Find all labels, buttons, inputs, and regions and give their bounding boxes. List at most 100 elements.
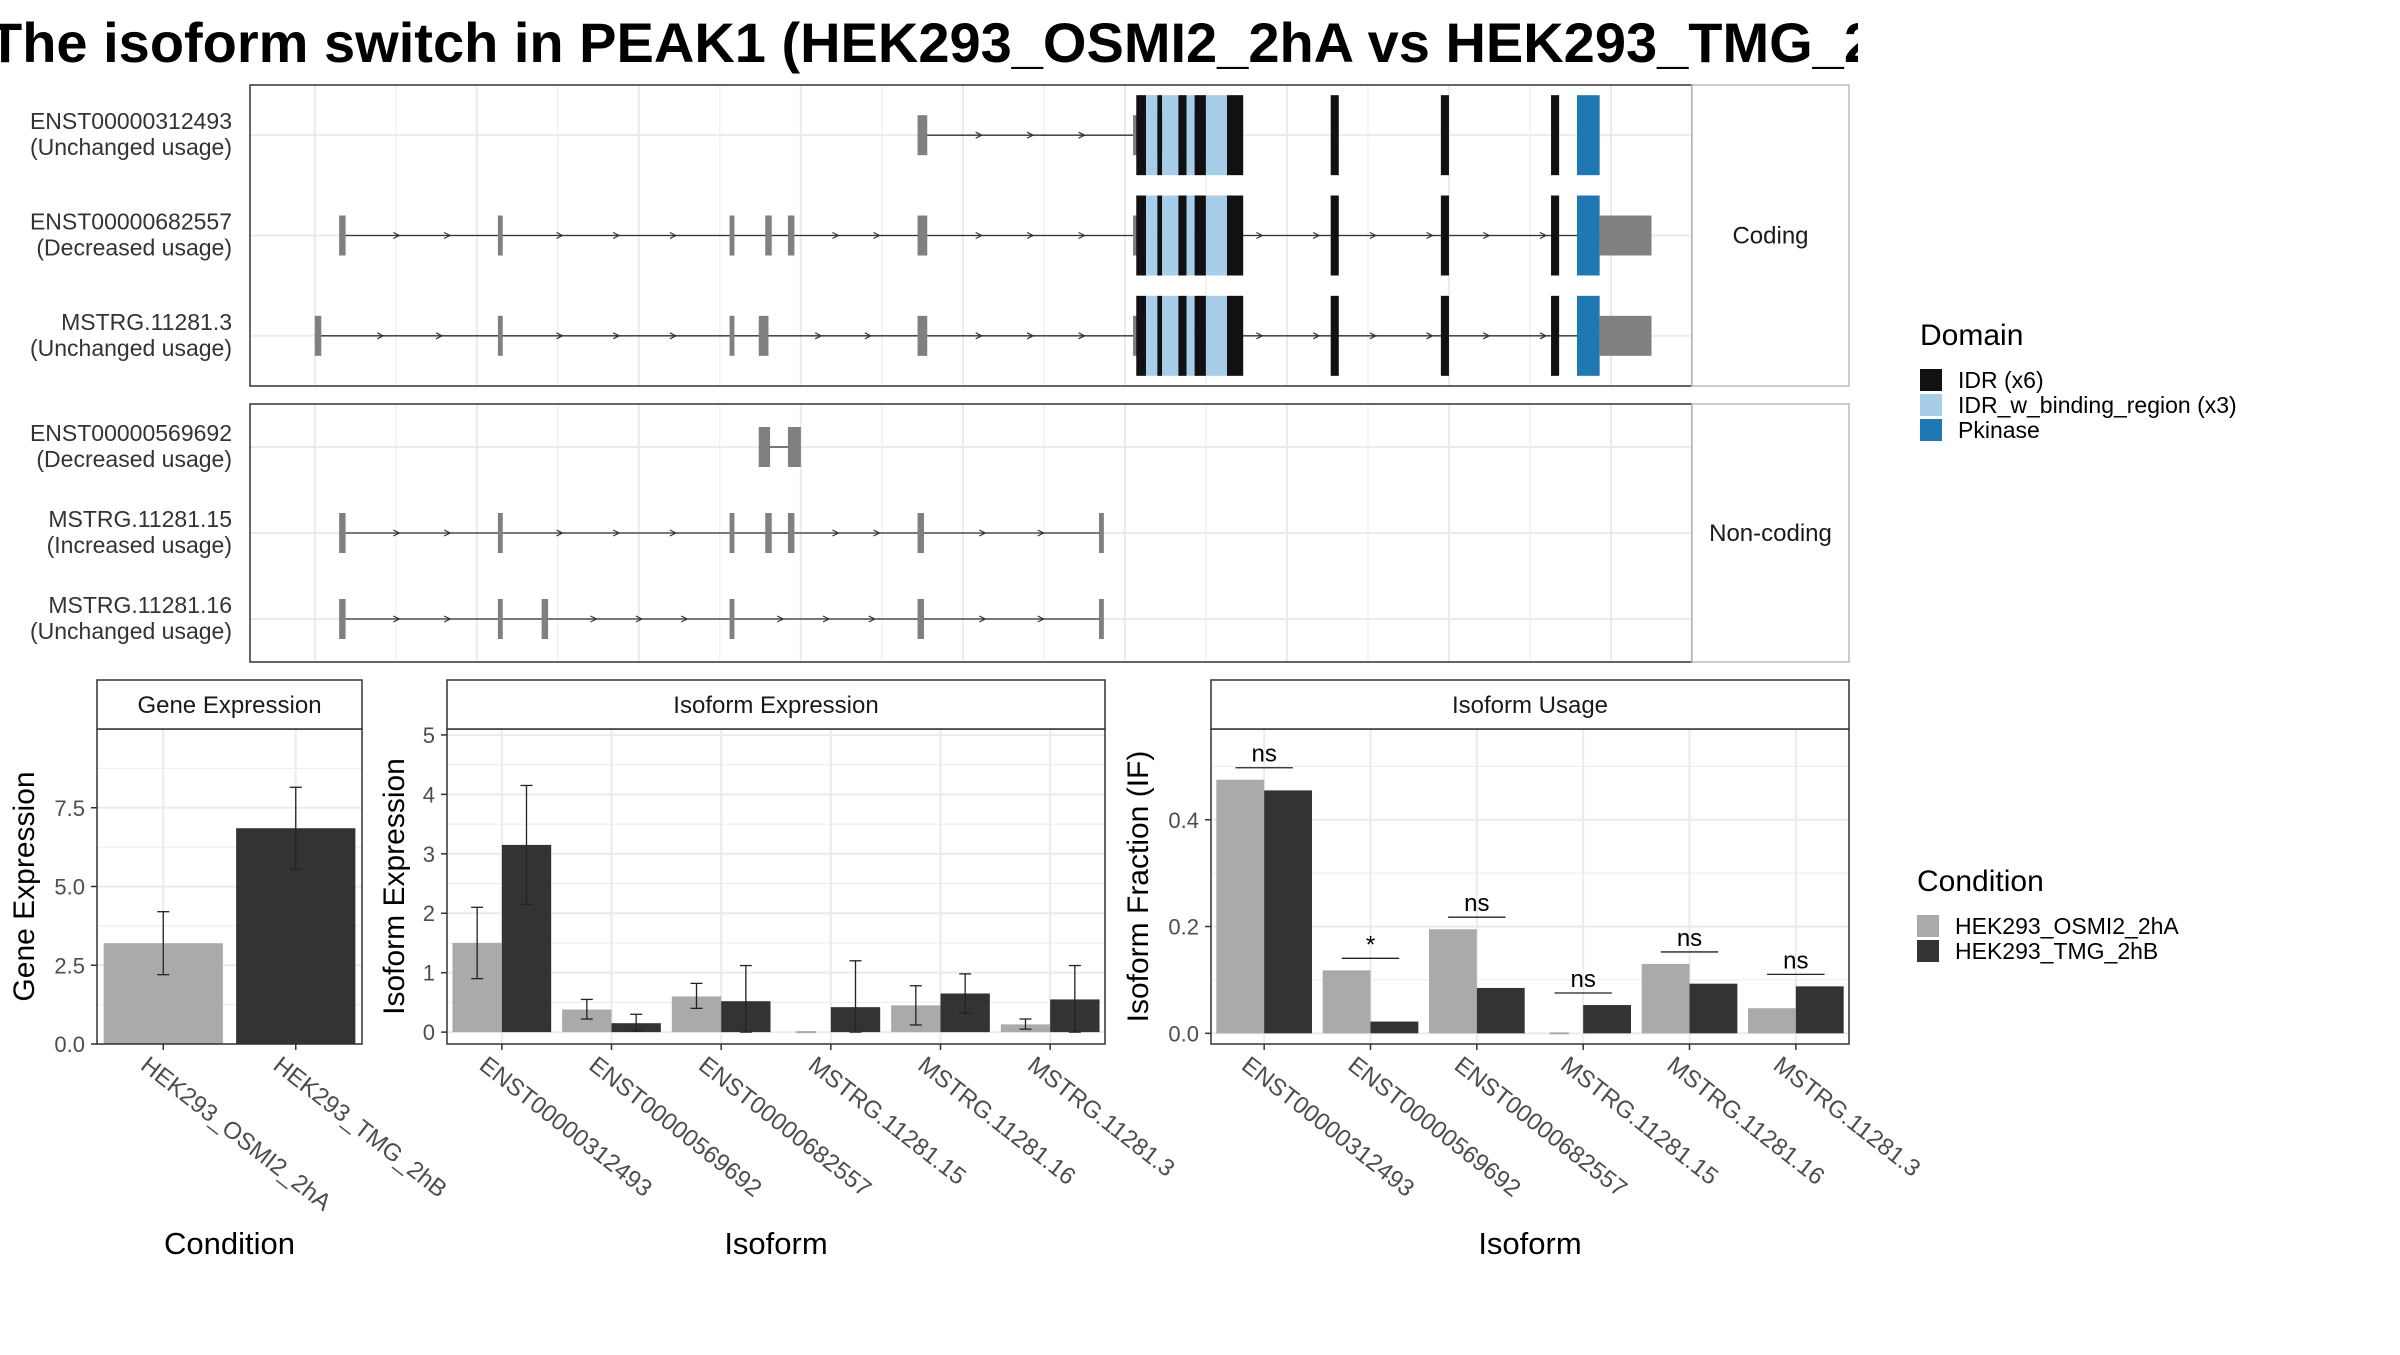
transcript-track: MSTRG.11281.15(Increased usage) [47, 506, 1104, 558]
transcript-track: ENST00000569692(Decreased usage) [30, 420, 801, 472]
domain-idr [1178, 195, 1187, 276]
direction-arrow [1369, 332, 1378, 340]
domain-pkinase [1576, 95, 1600, 176]
direction-arrow [590, 615, 598, 623]
legend-label: IDR_w_binding_region (x3) [1958, 392, 2237, 418]
domain-idr-w-binding-region [1186, 95, 1195, 176]
transcript-usage-label: (Decreased usage) [36, 235, 232, 261]
direction-arrow [776, 615, 785, 623]
transcript-usage-label: (Unchanged usage) [30, 134, 232, 160]
direction-arrow [1539, 332, 1548, 340]
domain-idr [1178, 95, 1187, 176]
domain-idr [1194, 95, 1206, 176]
chart-isoform-usage: 0.0 0.2 0.4 ns ENST00000312493 * ENST000005696… [1122, 679, 1925, 1261]
exon-block [1098, 513, 1104, 553]
legend-label: IDR (x6) [1958, 367, 2044, 393]
exon-block [787, 513, 795, 553]
legend-label: Pkinase [1958, 417, 2040, 443]
bar [1216, 779, 1265, 1034]
chart-title-strip [96, 679, 363, 730]
exon-block [339, 513, 346, 553]
significance-label: ns [1464, 890, 1489, 917]
legend-title: Condition [1917, 865, 2044, 898]
significance-label: * [1366, 931, 1375, 958]
significance-label: ns [1251, 741, 1276, 768]
exon-block [729, 599, 735, 639]
domain-idr [1440, 295, 1449, 376]
direction-arrow [393, 529, 401, 537]
domain-idr [1194, 195, 1206, 276]
y-tick-label: 0.2 [1168, 915, 1199, 940]
legend-swatch [1917, 915, 1939, 937]
utr-block [1599, 315, 1652, 356]
y-tick-label: 2.5 [54, 953, 85, 978]
chart-title: Gene Expression [137, 692, 321, 719]
domain-idr-w-binding-region [1145, 295, 1158, 376]
domain-idr [1157, 95, 1163, 176]
direction-arrow [1426, 332, 1434, 340]
domain-idr [1551, 195, 1560, 276]
transcript-track: ENST00000312493(Unchanged usage) [30, 95, 1600, 176]
domain-idr-w-binding-region [1205, 95, 1227, 176]
transcript-group-noncoding: ENST00000569692(Decreased usage) MSTRG.11… [30, 403, 1850, 663]
direction-arrow [1426, 231, 1434, 240]
transcript-track: ENST00000682557(Decreased usage) [30, 195, 1652, 276]
direction-arrow [873, 231, 881, 240]
direction-arrow [612, 332, 621, 340]
y-tick-label: 3 [423, 842, 435, 867]
direction-arrow [975, 332, 984, 340]
direction-arrow [669, 231, 678, 240]
domain-pkinase [1576, 195, 1600, 276]
direction-arrow [873, 529, 881, 537]
domain-idr [1226, 195, 1244, 276]
y-tick-label: 0.0 [54, 1032, 85, 1057]
y-tick-label: 0.4 [1168, 808, 1199, 833]
transcript-usage-label: (Increased usage) [47, 532, 232, 558]
direction-arrow [612, 529, 621, 537]
domain-idr-w-binding-region [1162, 95, 1179, 176]
x-tick-label: ENST00000682557 [1449, 1051, 1632, 1202]
exon-block [765, 215, 772, 256]
facet-strip-label: Non-coding [1709, 520, 1832, 547]
exon-block [729, 315, 735, 356]
transcript-usage-label: (Decreased usage) [36, 446, 232, 472]
significance-label: ns [1570, 966, 1595, 993]
page-title: The isoform switch in PEAK1 (HEK293_OSMI… [0, 11, 1858, 74]
transcript-group-coding: ENST00000312493(Unchanged usage) ENST0000… [30, 84, 1850, 387]
transcript-id-label: ENST00000682557 [30, 209, 232, 235]
transcript-id-label: MSTRG.11281.3 [61, 309, 232, 335]
transcript-id-label: MSTRG.11281.15 [48, 506, 232, 532]
legend-title: Domain [1920, 319, 2023, 352]
bar [1795, 986, 1844, 1034]
chart-title: Isoform Expression [673, 692, 878, 719]
facet-strip [1691, 403, 1850, 663]
direction-arrow [975, 231, 984, 240]
direction-arrow [443, 231, 452, 240]
direction-arrow [669, 529, 678, 537]
direction-arrow [393, 615, 401, 623]
legend-label: HEK293_OSMI2_2hA [1955, 913, 2179, 939]
direction-arrow [814, 332, 823, 340]
exon-block [541, 599, 549, 639]
bar [1641, 963, 1690, 1034]
y-tick-label: 5 [423, 723, 435, 748]
bar [1689, 983, 1738, 1034]
chart-title-strip [1210, 679, 1850, 730]
domain-idr-w-binding-region [1186, 295, 1195, 376]
domain-idr [1157, 195, 1163, 276]
domain-idr-w-binding-region [1205, 195, 1227, 276]
direction-arrow [979, 615, 987, 623]
domain-idr [1551, 295, 1560, 376]
direction-arrow [443, 529, 452, 537]
direction-arrow [1026, 131, 1035, 139]
chart-panel-bg [447, 729, 1105, 1044]
direction-arrow [680, 615, 689, 623]
transcript-id-label: MSTRG.11281.16 [48, 592, 232, 618]
facet-strip [1691, 84, 1850, 387]
direction-arrow [1037, 529, 1046, 537]
transcript-usage-label: (Unchanged usage) [30, 618, 232, 644]
chart-title: Isoform Usage [1452, 692, 1608, 719]
direction-arrow [864, 332, 873, 340]
direction-arrow [1256, 332, 1264, 340]
